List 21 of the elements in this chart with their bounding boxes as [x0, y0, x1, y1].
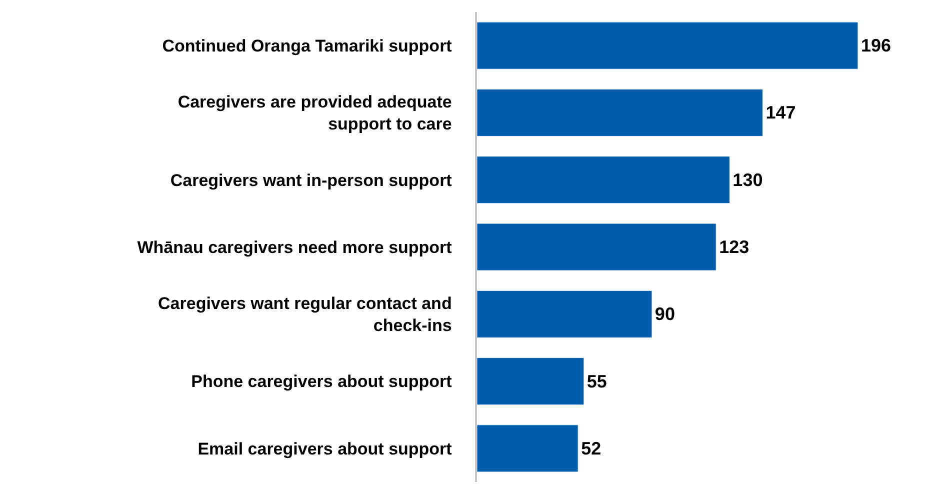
bar	[477, 223, 716, 271]
y-tick-label: Caregivers want regular contact and check-ins	[158, 294, 452, 336]
data-label: 52	[581, 438, 602, 458]
y-tick-label: Continued Oranga Tamariki support	[162, 36, 452, 56]
data-label: 196	[860, 36, 891, 56]
data-label: 90	[654, 304, 675, 324]
data-label: 123	[719, 237, 750, 257]
bar	[477, 290, 652, 338]
y-tick-label: Whānau caregivers need more support	[137, 238, 452, 257]
y-tick-label: Email caregivers about support	[198, 439, 452, 458]
y-tick-label: Phone caregivers about support	[191, 372, 452, 392]
data-label: 130	[732, 170, 763, 190]
bar	[477, 424, 578, 472]
bar	[477, 22, 858, 70]
data-label: 55	[586, 371, 607, 392]
bar	[477, 88, 763, 136]
y-tick-label: Caregivers want in-person support	[170, 170, 452, 190]
y-tick-label: Caregivers are provided adequate support to care	[178, 92, 452, 134]
bar	[477, 156, 730, 204]
data-label: 147	[766, 102, 796, 123]
bar	[477, 358, 584, 406]
